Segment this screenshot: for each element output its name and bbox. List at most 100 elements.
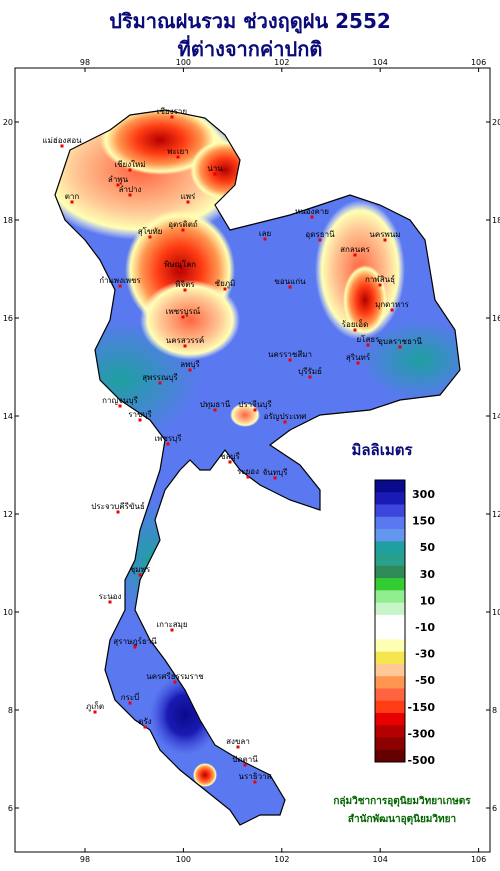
- province-label: เลย: [259, 229, 271, 238]
- province-label: อรัญประเทศ: [264, 412, 307, 421]
- lon-label: 104: [373, 58, 388, 67]
- province-label: กาญจนบุรี: [102, 396, 138, 405]
- province-label: แพร่: [181, 192, 196, 201]
- station: [133, 645, 137, 649]
- province-label: พิษณุโลก: [164, 259, 196, 269]
- legend-swatch: [375, 553, 405, 567]
- station: [183, 288, 187, 292]
- province-label: นครพนม: [369, 230, 400, 239]
- province-label: นราธิวาส: [238, 772, 271, 781]
- province-label: ตรัง: [138, 717, 151, 726]
- province-label: กาฬสินธุ์: [365, 274, 395, 284]
- lon-label: 106: [471, 855, 486, 864]
- province-label: ลพบุรี: [180, 360, 200, 369]
- province-label: สุพรรณบุรี: [142, 373, 178, 382]
- legend-swatch: [375, 590, 405, 604]
- station: [60, 144, 64, 148]
- station: [213, 408, 217, 412]
- station: [383, 238, 387, 242]
- province-label: ชุมพร: [130, 565, 151, 574]
- station: [378, 283, 382, 287]
- legend-swatch: [375, 627, 405, 640]
- station: [253, 408, 257, 412]
- footer: กลุ่มวิชาการอุตุนิยมวิทยาเกษตร: [333, 795, 471, 807]
- province-label: สกลนคร: [340, 245, 370, 254]
- station: [353, 328, 357, 332]
- station: [116, 183, 120, 187]
- province-label: แม่ฮ่องสอน: [42, 136, 82, 145]
- legend-swatch: [375, 565, 405, 579]
- station: [170, 628, 174, 632]
- legend-swatch: [375, 688, 405, 702]
- station: [243, 763, 247, 767]
- legend-swatch: [375, 749, 405, 763]
- province-label: สงขลา: [226, 737, 250, 746]
- province-label: ตาก: [65, 192, 80, 201]
- legend-label: 300: [412, 488, 435, 501]
- station: [318, 238, 322, 242]
- province-label: เพชรบุรี: [154, 434, 182, 443]
- station: [288, 285, 292, 289]
- station: [108, 600, 112, 604]
- station: [183, 344, 187, 348]
- lon-label: 98: [80, 855, 90, 864]
- station: [223, 287, 227, 291]
- province-label: ปัตตานี: [232, 755, 258, 764]
- province-label: ยโสธร: [356, 334, 380, 344]
- station: [93, 710, 97, 714]
- station: [308, 375, 312, 379]
- station: [166, 442, 170, 446]
- title: ที่ต่างจากค่าปกติ: [178, 34, 323, 61]
- province-label: ชัยภูมิ: [215, 279, 236, 289]
- province-label: ระยอง: [237, 467, 259, 476]
- province-label: หนองคาย: [295, 207, 329, 216]
- legend-swatch: [375, 712, 405, 726]
- station: [283, 420, 287, 424]
- station: [288, 358, 292, 362]
- station: [236, 745, 240, 749]
- title: ปริมาณฝนรวม ช่วงฤดูฝน 2552: [109, 9, 391, 35]
- province-label: ลำพูน: [108, 175, 129, 185]
- station: [213, 172, 217, 176]
- station: [353, 253, 357, 257]
- province-label: น่าน: [207, 164, 223, 173]
- legend-swatch: [375, 480, 405, 493]
- province-label: ภูเก็ต: [86, 701, 104, 712]
- station: [116, 510, 120, 514]
- station: [398, 345, 402, 349]
- station: [228, 460, 232, 464]
- legend-label: 30: [420, 568, 436, 581]
- legend-label: -30: [415, 648, 435, 661]
- lat-label: 6: [492, 804, 497, 813]
- legend-swatch: [375, 541, 405, 555]
- legend-swatch: [375, 737, 405, 751]
- lon-label: 100: [176, 855, 191, 864]
- station: [173, 680, 177, 684]
- lon-label: 102: [274, 58, 289, 67]
- station: [176, 155, 180, 159]
- province-label: สุรินทร์: [346, 352, 371, 362]
- station: [158, 381, 162, 385]
- province-label: ประจวบคีรีขันธ์: [91, 501, 145, 511]
- station: [128, 168, 132, 172]
- province-label: สุราษฎร์ธานี: [113, 636, 157, 646]
- lat-label: 8: [8, 706, 13, 715]
- station: [128, 193, 132, 197]
- legend-swatch: [375, 663, 405, 677]
- lat-label: 14: [3, 412, 13, 421]
- station: [356, 361, 360, 365]
- province-label: ชลบุรี: [220, 452, 240, 461]
- legend-label: -500: [407, 754, 435, 767]
- legend-swatch: [375, 614, 405, 628]
- province-label: สุโขทัย: [138, 226, 163, 236]
- legend-label: -10: [415, 621, 435, 634]
- province-label: เชียงใหม่: [114, 160, 145, 169]
- province-label: นครราชสีมา: [268, 350, 312, 359]
- station: [118, 284, 122, 288]
- station: [178, 268, 182, 272]
- legend-swatch: [375, 529, 405, 542]
- station: [181, 315, 185, 319]
- station: [253, 780, 257, 784]
- lon-label: 106: [471, 58, 486, 67]
- legend-swatch: [375, 602, 405, 616]
